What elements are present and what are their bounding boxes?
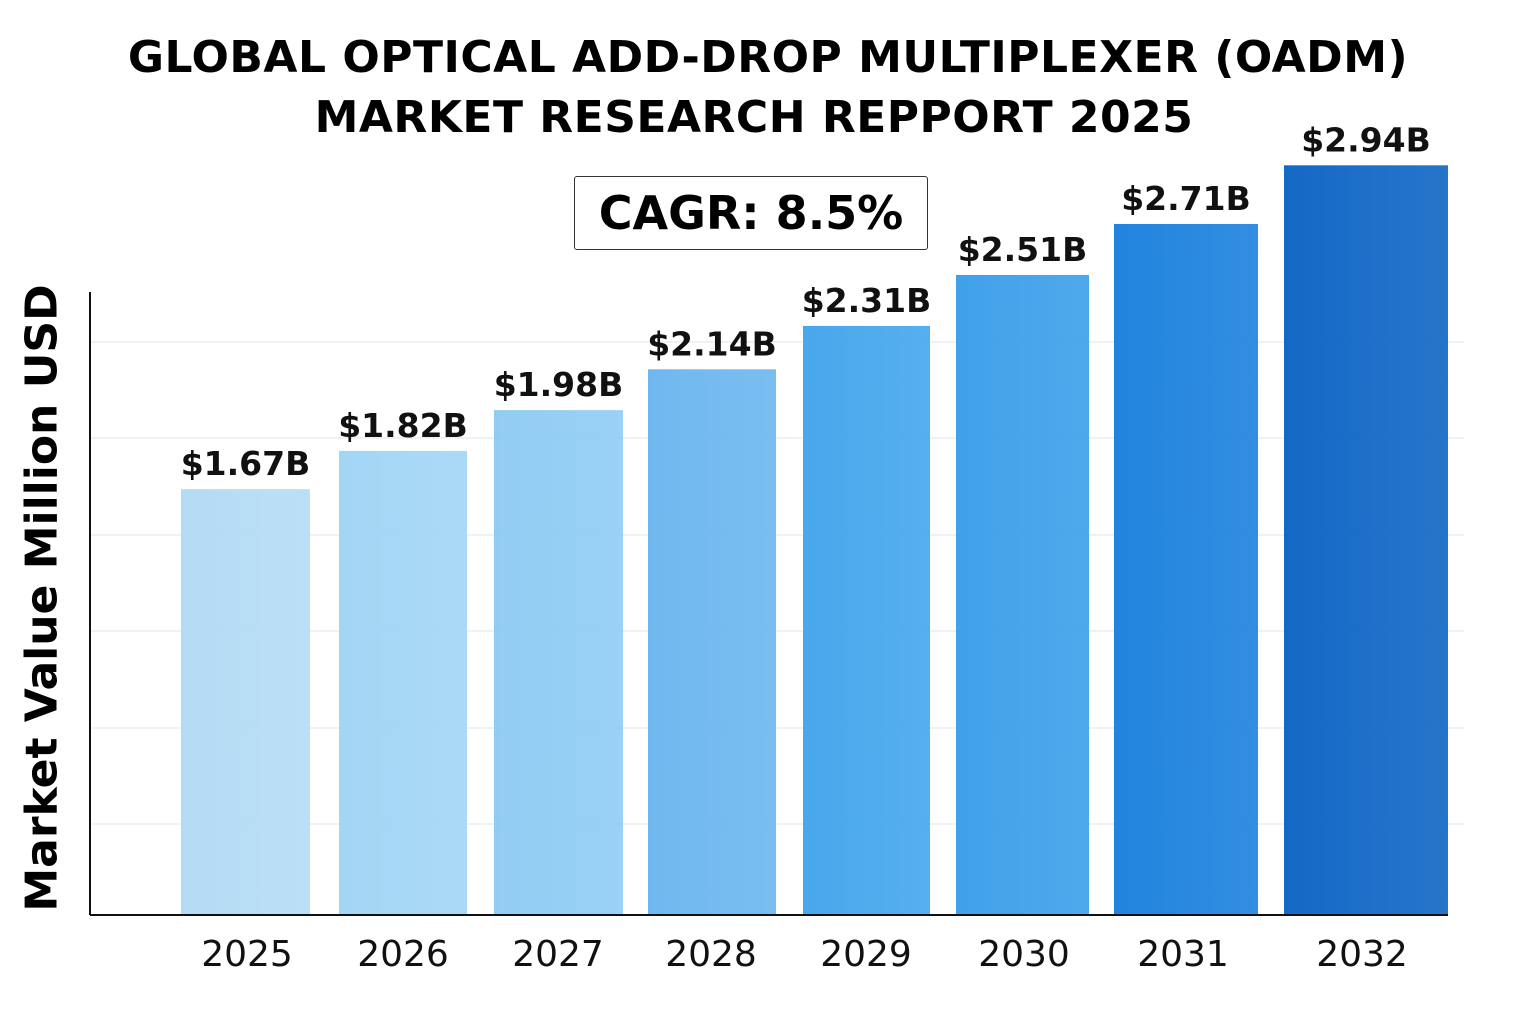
bar-2030 xyxy=(956,274,1089,915)
axes xyxy=(89,292,1448,916)
bar-2027 xyxy=(494,410,623,915)
bar-2028 xyxy=(648,369,776,915)
bar-value-label-2031: $2.71B xyxy=(1121,179,1251,218)
x-tick-label-2028: 2028 xyxy=(665,934,757,975)
bar-value-label-2032: $2.94B xyxy=(1301,120,1431,159)
x-tick-label-2032: 2032 xyxy=(1316,934,1408,975)
bar-2032 xyxy=(1284,165,1448,916)
chart-title-line-1: GLOBAL OPTICAL ADD-DROP MULTIPLEXER (OAD… xyxy=(127,32,1409,83)
chart-title: GLOBAL OPTICAL ADD-DROP MULTIPLEXER (OAD… xyxy=(0,28,1536,148)
bar-2031 xyxy=(1114,223,1258,915)
x-tick-label-2030: 2030 xyxy=(978,934,1070,975)
bar-2026 xyxy=(339,450,467,915)
x-tick-label-2027: 2027 xyxy=(512,934,604,975)
bar-2025 xyxy=(181,489,310,915)
x-tick-label-2025: 2025 xyxy=(201,934,293,975)
bar-value-label-2027: $1.98B xyxy=(494,365,624,404)
x-tick-label-2031: 2031 xyxy=(1137,934,1229,975)
bar-value-label-2026: $1.82B xyxy=(338,406,468,445)
bar-2029 xyxy=(803,325,930,915)
x-axis-tick-labels: 2025 2026 2027 2028 2029 2030 2031 2032 xyxy=(201,934,1408,975)
bar-value-label-2025: $1.67B xyxy=(181,444,311,483)
x-tick-label-2026: 2026 xyxy=(357,934,449,975)
bar-value-label-2029: $2.31B xyxy=(802,281,932,320)
x-tick-label-2029: 2029 xyxy=(820,934,912,975)
chart-title-line-2: MARKET RESEARCH REPPORT 2025 xyxy=(314,92,1194,143)
bar-value-label-2030: $2.51B xyxy=(958,230,1088,269)
bars xyxy=(181,165,1448,916)
cagr-annotation: CAGR: 8.5% xyxy=(574,176,928,250)
bar-value-label-2028: $2.14B xyxy=(647,324,777,363)
bar-value-labels: $1.67B $1.82B $1.98B $2.14B $2.31B $2.51B $2.7… xyxy=(181,120,1431,483)
